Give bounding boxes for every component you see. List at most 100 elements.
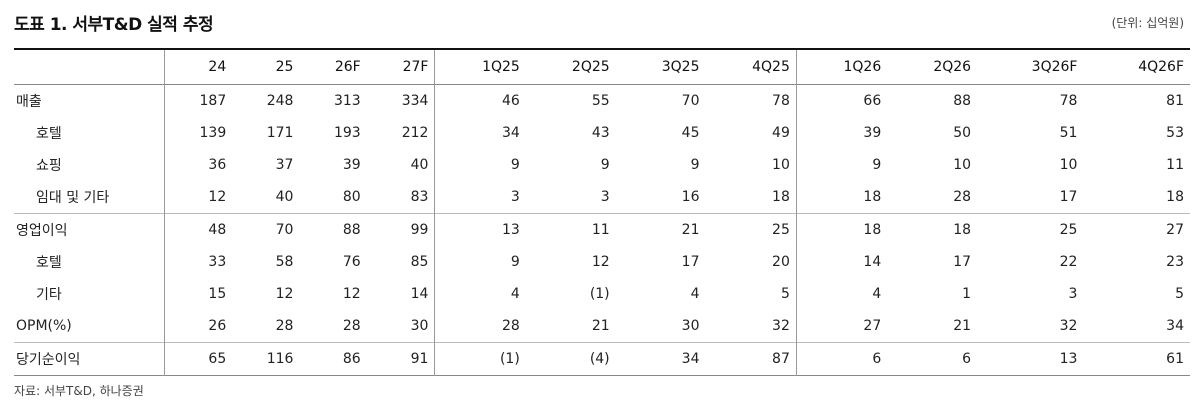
table-cell: 37 xyxy=(275,157,294,173)
table-cell: 334 xyxy=(401,93,429,109)
col-header: 3Q25 xyxy=(661,59,700,75)
table-cell: 4 xyxy=(690,286,700,302)
col-header: 3Q26F xyxy=(1031,59,1078,75)
table-row: 호텔 139 171 193 212 34 43 45 49 39 50 51 53 xyxy=(14,117,1190,149)
table-cell: 4 xyxy=(434,278,526,310)
table-cell: 49 xyxy=(772,125,790,141)
table-cell: 66 xyxy=(795,84,888,117)
table-cell: 9 xyxy=(795,149,888,181)
table-cell: 50 xyxy=(953,125,972,141)
table-cell: 85 xyxy=(410,254,429,270)
table-cell: 86 xyxy=(342,351,361,367)
table-row: 당기순이익 65 116 86 91 (1) (4) 34 87 6 6 13 61 xyxy=(14,342,1190,376)
table-cell: 5 xyxy=(780,286,790,302)
row-label: 매출 xyxy=(16,94,42,110)
row-label: 기타 xyxy=(36,287,62,303)
unit-label: (단위: 십억원) xyxy=(1111,16,1184,30)
row-label: OPM(%) xyxy=(16,318,72,334)
row-label: 임대 및 기타 xyxy=(36,190,110,206)
table-cell: 30 xyxy=(410,318,429,334)
table-cell: 21 xyxy=(953,318,972,334)
table-cell: 15 xyxy=(163,278,233,310)
col-header: 25 xyxy=(275,59,294,75)
table-cell: 248 xyxy=(266,93,294,109)
table-cell: 99 xyxy=(410,222,429,238)
col-header: 24 xyxy=(163,49,233,85)
col-header: 1Q26 xyxy=(795,49,888,85)
table-cell: 27 xyxy=(795,310,888,343)
table-cell: 33 xyxy=(163,246,233,278)
table-cell: 80 xyxy=(342,189,361,205)
table-cell: 65 xyxy=(163,342,233,376)
table-row: 쇼핑 36 37 39 40 9 9 9 10 9 10 10 11 xyxy=(14,149,1190,181)
table-row: 기타 15 12 12 14 4 (1) 4 5 4 1 3 5 xyxy=(14,278,1190,310)
table-cell: 43 xyxy=(591,125,610,141)
header-label-cell xyxy=(14,49,164,85)
table-cell: 18 xyxy=(1166,189,1184,205)
table-cell: 116 xyxy=(266,351,294,367)
table-cell: 9 xyxy=(434,246,526,278)
table-cell: 13 xyxy=(434,213,526,246)
figure-title: 도표 1. 서부T&D 실적 추정 xyxy=(14,15,214,35)
earnings-table: 24 25 26F 27F 1Q25 2Q25 3Q25 4Q25 1Q26 2… xyxy=(14,48,1190,376)
row-label: 당기순이익 xyxy=(16,352,81,368)
table-row: 영업이익 48 70 88 99 13 11 21 25 18 18 25 27 xyxy=(14,213,1190,246)
table-cell: 18 xyxy=(795,181,888,214)
col-header: 1Q25 xyxy=(434,49,526,85)
table-cell: 3 xyxy=(1068,286,1078,302)
table-cell: 34 xyxy=(434,117,526,149)
col-header: 26F xyxy=(334,59,361,75)
table-cell: 36 xyxy=(163,149,233,181)
table-cell: 1 xyxy=(962,286,972,302)
table-cell: 20 xyxy=(772,254,790,270)
table-cell: 88 xyxy=(953,93,972,109)
table-cell: 6 xyxy=(795,342,888,376)
table-cell: 48 xyxy=(163,213,233,246)
row-label: 호텔 xyxy=(36,255,62,271)
table-cell: 10 xyxy=(953,157,972,173)
table-cell: 18 xyxy=(795,213,888,246)
table-cell: 45 xyxy=(681,125,700,141)
row-label: 영업이익 xyxy=(16,223,68,239)
table-cell: 25 xyxy=(772,222,790,238)
table-cell: 313 xyxy=(333,93,361,109)
table-cell: 26 xyxy=(163,310,233,343)
row-label: 호텔 xyxy=(36,126,62,142)
table-cell: 12 xyxy=(163,181,233,214)
table-cell: 9 xyxy=(434,149,526,181)
table-cell: 61 xyxy=(1166,351,1184,367)
table-cell: (4) xyxy=(589,351,610,367)
table-cell: 28 xyxy=(953,189,972,205)
table-cell: 17 xyxy=(953,254,972,270)
col-header: 4Q26F xyxy=(1138,59,1184,75)
table-cell: 3 xyxy=(600,189,610,205)
table-cell: 23 xyxy=(1166,254,1184,270)
table-cell: 10 xyxy=(1059,157,1078,173)
table-cell: 25 xyxy=(1059,222,1078,238)
table-cell: 22 xyxy=(1059,254,1078,270)
table-cell: 16 xyxy=(681,189,700,205)
table-cell: 34 xyxy=(681,351,700,367)
col-header: 27F xyxy=(402,59,429,75)
table-cell: 17 xyxy=(1059,189,1078,205)
table-cell: 32 xyxy=(1059,318,1078,334)
table-cell: 91 xyxy=(410,351,429,367)
table-cell: 76 xyxy=(342,254,361,270)
table-cell: 55 xyxy=(591,93,610,109)
table-cell: 87 xyxy=(772,351,790,367)
table-cell: 5 xyxy=(1175,286,1184,302)
table-cell: (1) xyxy=(434,342,526,376)
table-cell: 21 xyxy=(591,318,610,334)
table-cell: 17 xyxy=(681,254,700,270)
source-note: 자료: 서부T&D, 하나증권 xyxy=(14,384,144,398)
table-row: OPM(%) 26 28 28 30 28 21 30 32 27 21 32 34 xyxy=(14,310,1190,343)
col-header: 2Q26 xyxy=(933,59,972,75)
table-cell: 212 xyxy=(401,125,429,141)
col-header: 4Q25 xyxy=(752,59,790,75)
table-cell: 21 xyxy=(681,222,700,238)
table-cell: 40 xyxy=(410,157,429,173)
table-cell: 53 xyxy=(1166,125,1184,141)
table-cell: 18 xyxy=(953,222,972,238)
table-cell: 9 xyxy=(600,157,610,173)
